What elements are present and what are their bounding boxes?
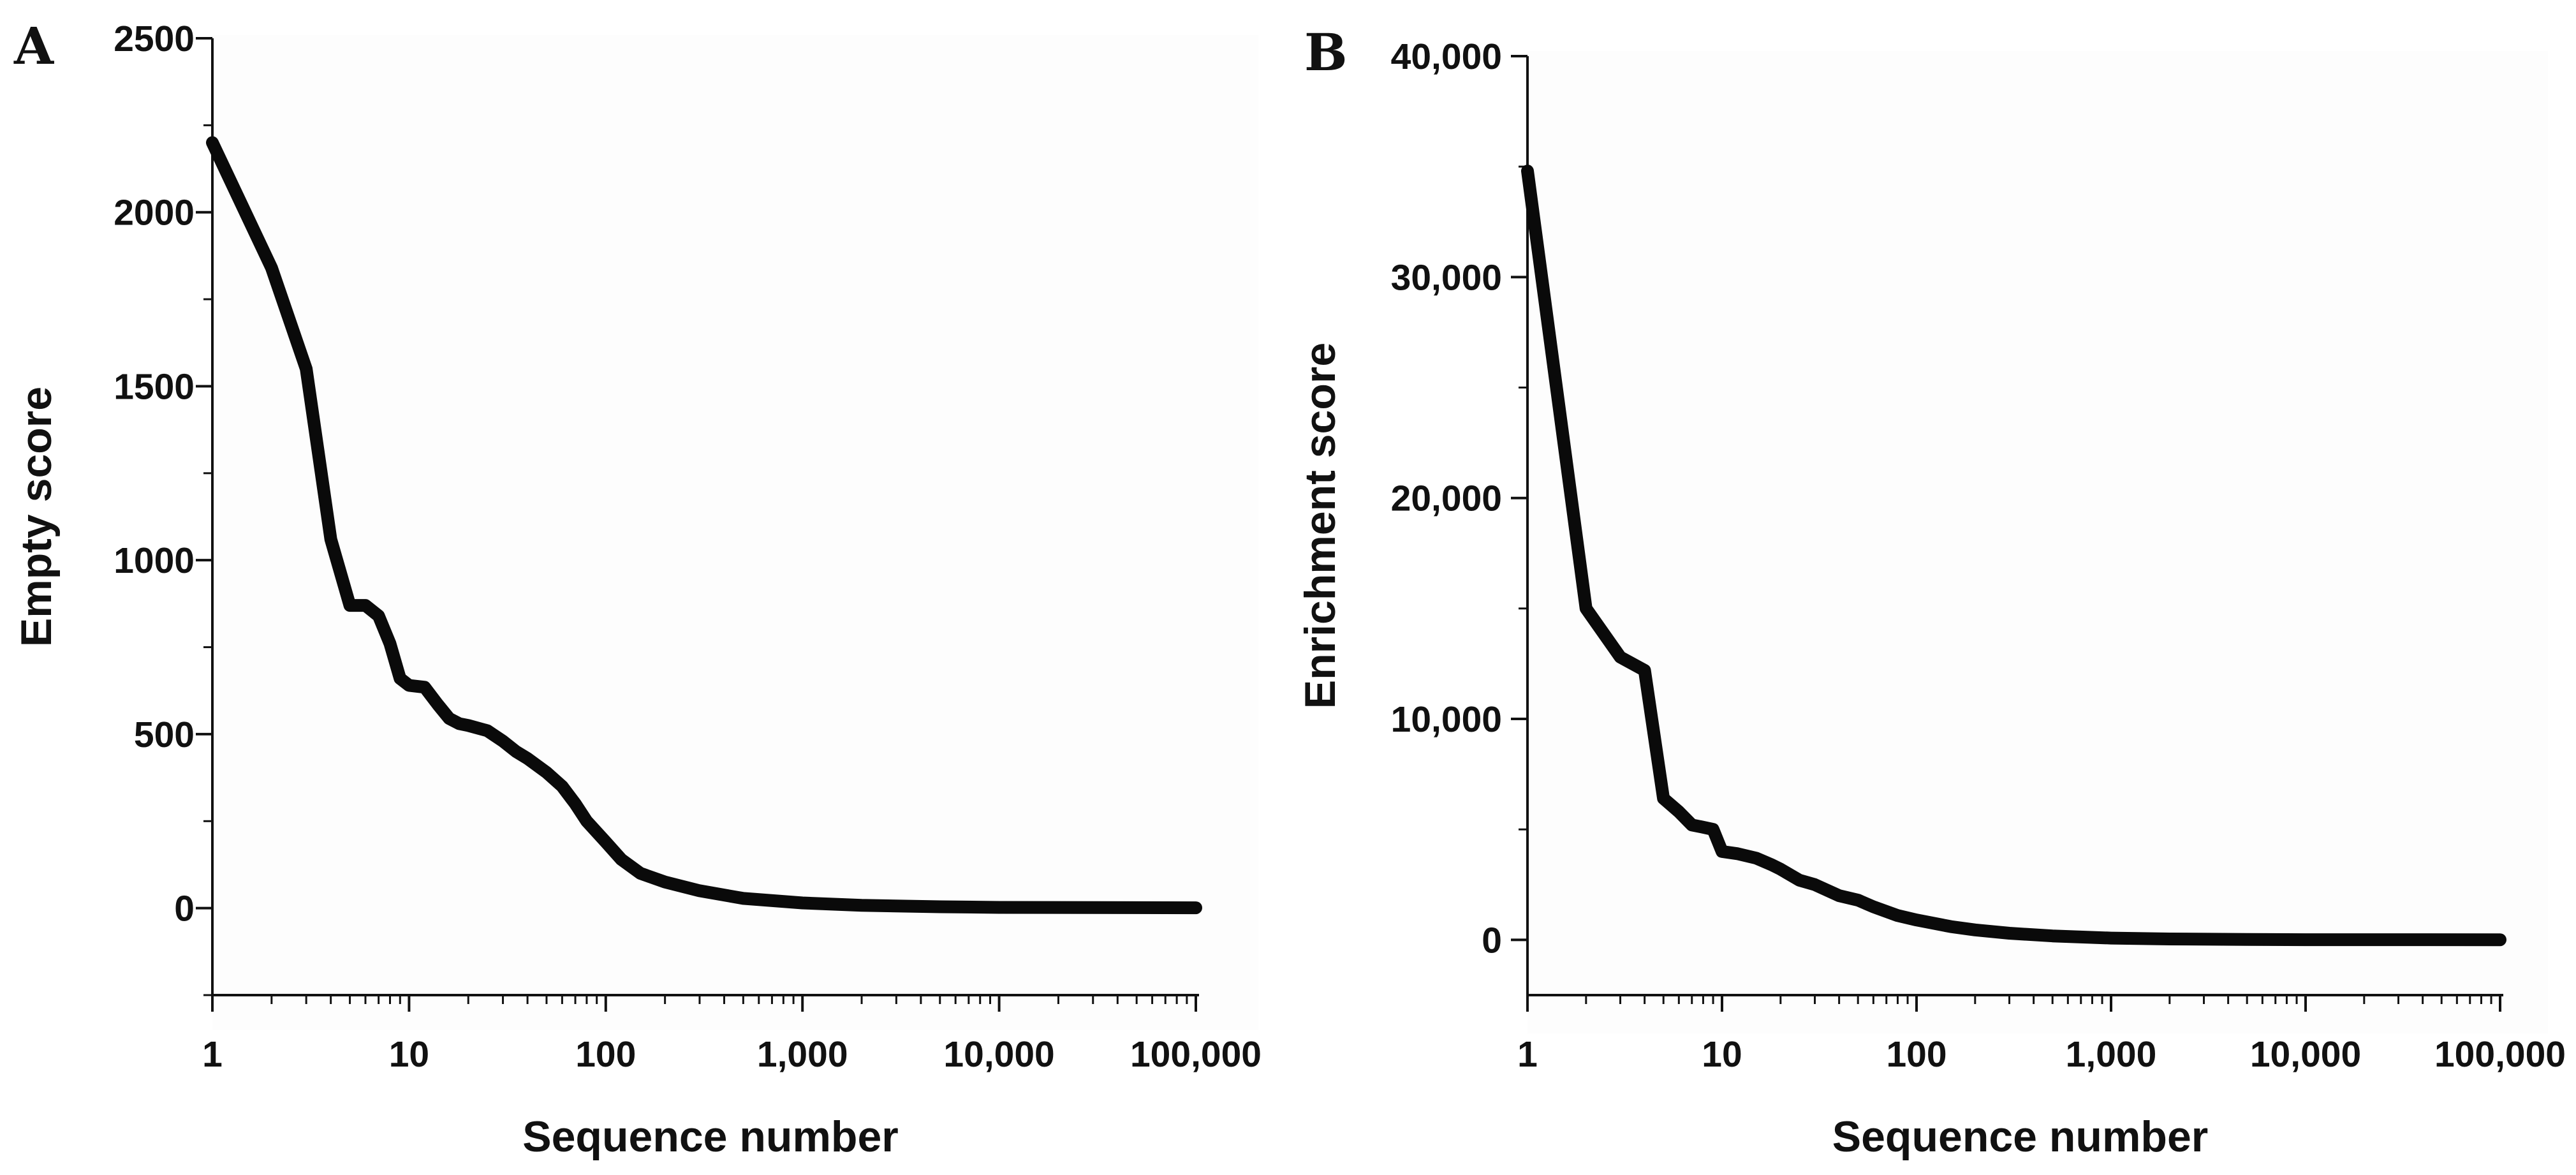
series-line: [1521, 165, 2506, 947]
x-tick-label: 1,000: [2066, 1034, 2157, 1075]
y-tick-label: 40,000: [1391, 36, 1502, 77]
y-tick-label: 1500: [114, 366, 195, 407]
x-tick-label: 100: [1886, 1034, 1947, 1075]
x-tick-label: 1: [1517, 1034, 1538, 1075]
y-tick-label: 500: [134, 714, 195, 755]
y-tick-label: 10,000: [1391, 699, 1502, 740]
panel-a: A 0 500 1000 1500 2000 2500 1 10 100 1,000 10,000 10…: [12, 16, 1262, 1161]
y-axis-title: Enrichment score: [1296, 343, 1344, 709]
y-tick-label: 2000: [114, 193, 195, 233]
y-tick-label: 20,000: [1391, 478, 1502, 519]
y-axis-title: Empty score: [12, 387, 61, 647]
y-tick-label: 0: [174, 889, 195, 929]
x-tick-label: 10,000: [943, 1034, 1054, 1075]
x-tick-label: 10: [1702, 1034, 1742, 1075]
x-axis-title: Sequence number: [522, 1112, 899, 1161]
x-tick-label: 100,000: [2434, 1034, 2566, 1075]
y-tick-label: 2500: [114, 18, 195, 59]
y-tick-label: 1000: [114, 540, 195, 581]
x-tick-label: 1,000: [757, 1034, 848, 1075]
plot-area: [1527, 51, 2548, 1033]
x-tick-label: 10,000: [2250, 1034, 2361, 1075]
x-tick-label: 1: [202, 1034, 223, 1075]
panel-label: B: [1304, 22, 1348, 82]
x-tick-label: 10: [389, 1034, 429, 1075]
x-axis-title: Sequence number: [1832, 1112, 2209, 1161]
x-tick-label: 100,000: [1130, 1034, 1262, 1075]
plot-area: [212, 35, 1258, 1030]
y-tick-label: 30,000: [1391, 257, 1502, 298]
x-tick-label: 100: [575, 1034, 636, 1075]
series-line: [206, 136, 1202, 915]
y-tick-label: 0: [1482, 920, 1502, 961]
panel-b: B 0 10,000 20,000 30,000 40,000 1 10 100 1,000 10,…: [1296, 22, 2566, 1161]
panel-label: A: [13, 16, 54, 76]
